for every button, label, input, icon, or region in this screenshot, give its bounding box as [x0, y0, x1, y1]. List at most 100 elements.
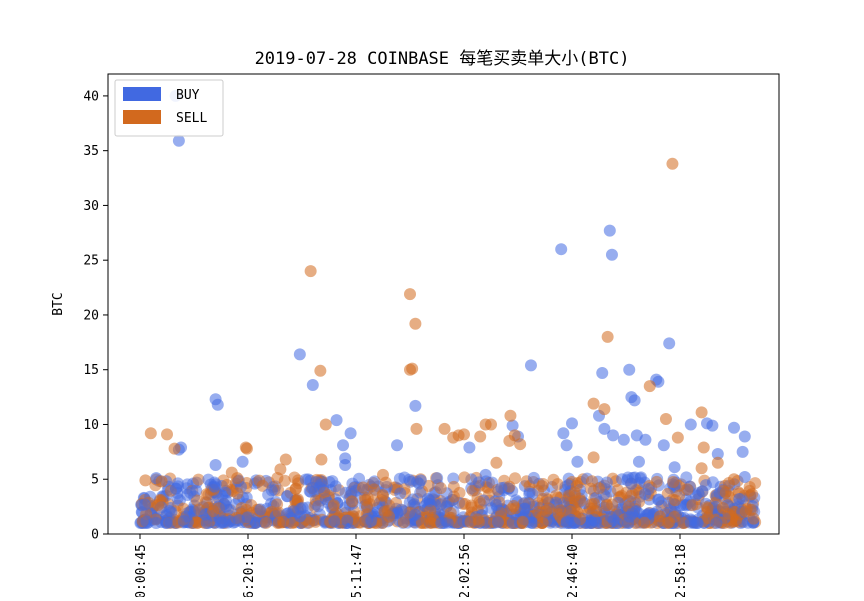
sell-point	[722, 507, 735, 520]
sell-point	[509, 472, 522, 485]
sell-point	[746, 488, 759, 501]
buy-point	[409, 399, 422, 412]
sell-point	[568, 486, 581, 499]
buy-point	[393, 472, 406, 485]
y-axis-label: BTC	[51, 292, 66, 315]
buy-point	[337, 439, 350, 452]
sell-point	[537, 478, 550, 491]
sell-point	[464, 516, 477, 529]
sell-point	[711, 456, 724, 469]
buy-point	[699, 479, 712, 492]
buy-point	[219, 486, 232, 499]
sell-point	[240, 442, 253, 455]
sell-point	[540, 492, 553, 505]
buy-point	[738, 471, 751, 484]
sell-point	[309, 515, 322, 528]
buy-point	[236, 455, 249, 468]
sell-point	[551, 478, 564, 491]
legend-swatch-sell	[123, 110, 161, 124]
buy-point	[422, 492, 435, 505]
buy-point	[639, 488, 652, 501]
sell-point	[272, 516, 285, 529]
x-tick-label: 6:20:18	[242, 544, 257, 597]
buy-point	[409, 508, 422, 521]
buy-point	[652, 493, 665, 506]
buy-point	[171, 477, 184, 490]
sell-point	[490, 456, 503, 469]
buy-point	[711, 448, 724, 461]
buy-point	[623, 363, 636, 376]
buy-point	[391, 439, 404, 452]
chart-title: 2019-07-28 COINBASE 每笔买卖单大小(BTC)	[255, 49, 630, 69]
sell-point	[397, 516, 410, 529]
x-tick-label: 0:00:45	[134, 544, 149, 597]
x-tick-label: 2:02:56	[458, 544, 473, 597]
buy-point	[598, 422, 611, 435]
buy-point	[495, 481, 508, 494]
buy-point	[209, 459, 222, 471]
sell-point	[155, 475, 168, 488]
sell-point	[587, 397, 600, 410]
x-axis: 0:00:45 6:20:18 5:11:47 2:02:56 2:46:40 2:58:…	[134, 534, 689, 599]
buy-point	[435, 516, 448, 529]
buy-point	[628, 394, 641, 407]
sell-point	[695, 462, 708, 475]
legend-label-sell: SELL	[176, 111, 207, 126]
sell-point	[368, 483, 381, 496]
sell-point	[274, 463, 287, 476]
sell-point	[434, 482, 447, 495]
sell-point	[425, 516, 438, 529]
sell-point	[507, 499, 520, 512]
buy-point	[394, 487, 407, 500]
buy-point	[690, 516, 703, 529]
buy-point	[281, 490, 294, 503]
buy-point	[330, 414, 343, 427]
sell-point	[504, 409, 517, 422]
sell-point	[536, 516, 549, 529]
buy-point	[680, 471, 693, 484]
y-tick-label: 40	[83, 89, 99, 104]
buy-point	[328, 515, 341, 528]
buy-point	[736, 445, 749, 458]
plot-frame	[107, 73, 780, 535]
sell-point	[259, 516, 272, 529]
sell-point	[404, 288, 416, 301]
y-tick-label: 20	[83, 308, 99, 323]
sell-point	[144, 427, 157, 440]
buy-point	[479, 468, 492, 481]
sell-point	[279, 453, 292, 466]
buy-point	[241, 511, 254, 524]
buy-point	[214, 516, 227, 529]
buy-point	[341, 514, 354, 527]
sell-point	[667, 476, 680, 489]
buy-point	[603, 224, 616, 237]
sell-point	[671, 431, 684, 444]
buy-point	[339, 459, 352, 471]
sell-point	[231, 472, 244, 485]
sell-point	[590, 505, 603, 518]
dense-band	[134, 471, 762, 530]
buy-point	[491, 516, 504, 529]
sell-point	[207, 505, 220, 518]
sell-point	[653, 510, 666, 523]
buy-point	[622, 517, 635, 530]
sell-point	[650, 475, 663, 488]
buy-point	[706, 419, 719, 432]
y-axis: 0 5 10 15 20 25 30 35 40	[83, 89, 108, 543]
sell-point	[503, 434, 516, 447]
buy-point	[728, 421, 740, 434]
sell-point	[289, 482, 302, 495]
y-tick-label: 10	[83, 418, 99, 433]
legend-label-buy: BUY	[176, 88, 200, 103]
buy-point	[733, 492, 746, 505]
sell-point	[686, 499, 699, 512]
sell-point	[666, 157, 679, 170]
sell-point	[404, 363, 416, 376]
buy-point	[668, 461, 681, 474]
buy-point	[607, 514, 620, 527]
buy-point	[506, 419, 519, 432]
buy-point	[403, 496, 416, 509]
buy-point	[692, 487, 705, 500]
x-tick-label: 2:46:40	[566, 544, 581, 597]
